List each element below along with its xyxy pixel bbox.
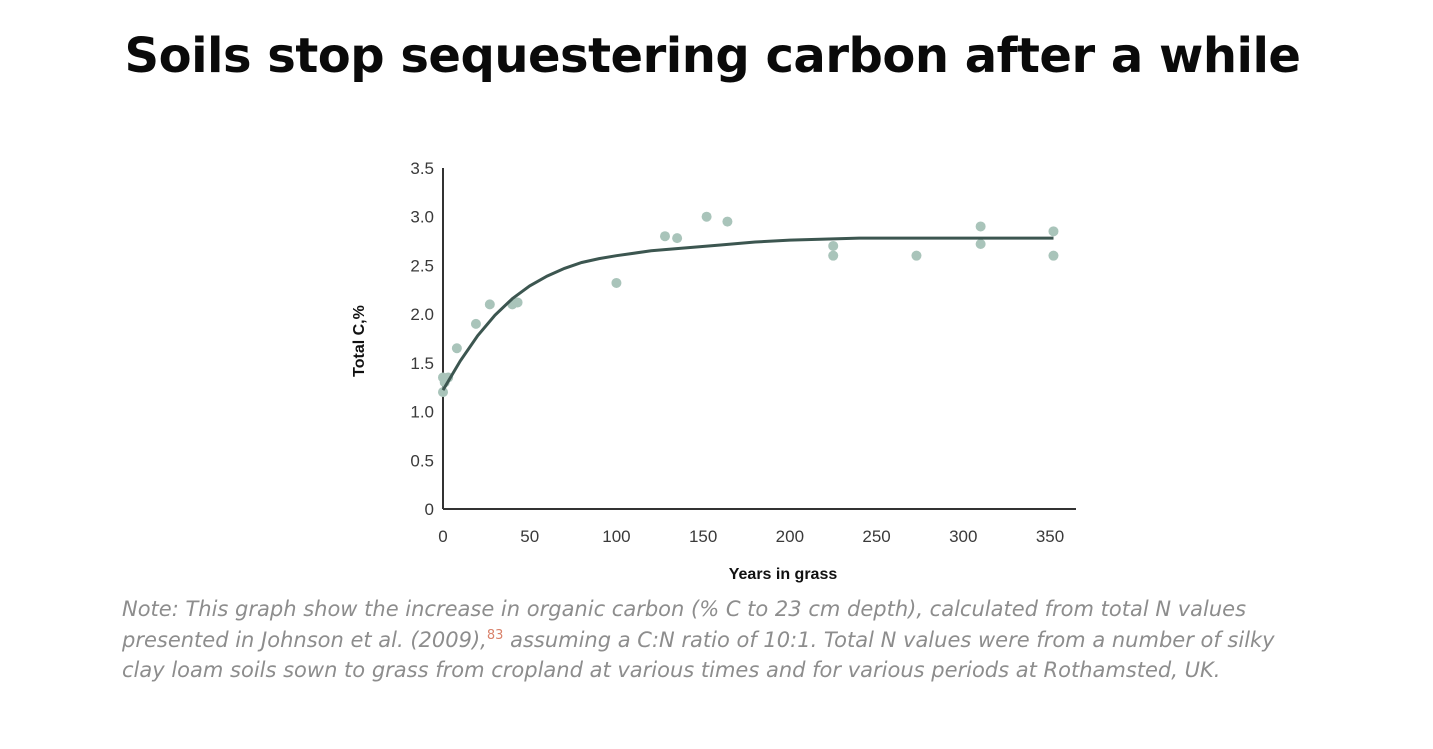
data-point bbox=[672, 233, 683, 244]
x-tick-label: 0 bbox=[438, 527, 447, 546]
data-point bbox=[828, 250, 839, 261]
data-point bbox=[512, 297, 523, 308]
x-tick-label: 350 bbox=[1036, 527, 1064, 546]
data-point bbox=[611, 277, 622, 288]
data-point bbox=[722, 216, 733, 227]
data-point bbox=[451, 343, 462, 354]
data-point bbox=[659, 231, 670, 242]
x-tick-label: 250 bbox=[862, 527, 890, 546]
x-tick-label: 300 bbox=[949, 527, 977, 546]
x-tick-label: 50 bbox=[520, 527, 539, 546]
x-axis-label: Years in grass bbox=[729, 566, 838, 583]
data-point bbox=[1048, 226, 1059, 237]
y-tick-label: 3.5 bbox=[410, 159, 434, 178]
data-point bbox=[470, 318, 481, 329]
y-tick-label: 2.5 bbox=[410, 256, 434, 275]
chart-ticks: 0 0.5 1.0 1.5 2.0 2.5 3.0 3.5 0 50 100 150 200 250 300… bbox=[410, 159, 1064, 546]
note-text: Note: This graph show the increase in or… bbox=[122, 594, 1302, 686]
y-tick-label: 3.0 bbox=[410, 208, 434, 227]
data-point bbox=[1048, 250, 1059, 261]
y-tick-label: 0 bbox=[425, 500, 434, 519]
y-tick-label: 0.5 bbox=[410, 451, 434, 470]
data-points bbox=[438, 211, 1059, 398]
x-tick-label: 100 bbox=[602, 527, 630, 546]
data-point bbox=[975, 238, 986, 249]
data-point bbox=[484, 299, 495, 310]
y-tick-label: 1.0 bbox=[410, 403, 434, 422]
data-point bbox=[975, 221, 986, 232]
y-axis-label: Total C,% bbox=[351, 305, 368, 377]
slide-title: Soils stop sequestering carbon after a w… bbox=[124, 28, 1301, 84]
data-point bbox=[911, 250, 922, 261]
reference-number: 83 bbox=[486, 627, 504, 643]
data-point bbox=[828, 240, 839, 251]
x-tick-label: 150 bbox=[689, 527, 717, 546]
y-tick-label: 2.0 bbox=[410, 305, 434, 324]
data-point bbox=[438, 387, 448, 398]
chart-axes bbox=[442, 168, 1076, 510]
note-part2: assuming a C:N ratio of 10:1. Total N va… bbox=[122, 627, 1275, 683]
fitted-curve bbox=[441, 236, 1054, 391]
x-tick-label: 200 bbox=[776, 527, 804, 546]
data-point bbox=[701, 211, 712, 222]
note-part1: Note: This graph show the increase in or… bbox=[122, 597, 1247, 652]
y-tick-label: 1.5 bbox=[410, 354, 434, 373]
